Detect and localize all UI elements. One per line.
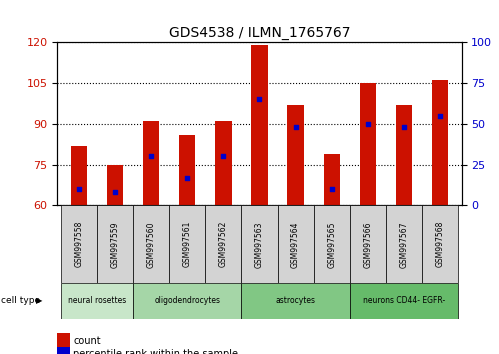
Bar [360, 83, 376, 205]
Text: GSM997560: GSM997560 [147, 221, 156, 268]
Text: GSM997561: GSM997561 [183, 221, 192, 268]
Text: GSM997565: GSM997565 [327, 221, 336, 268]
Point [111, 189, 119, 195]
Bar [215, 121, 232, 205]
Text: GSM997566: GSM997566 [363, 221, 372, 268]
Bar [179, 135, 196, 205]
Point [75, 186, 83, 192]
Point [291, 124, 299, 130]
Bar [71, 145, 87, 205]
Text: oligodendrocytes: oligodendrocytes [154, 296, 220, 306]
Bar [133, 283, 242, 319]
Bar [277, 205, 313, 283]
Bar [350, 205, 386, 283]
Bar [242, 205, 277, 283]
Point [220, 154, 228, 159]
Text: GSM997562: GSM997562 [219, 221, 228, 268]
Bar [57, 333, 70, 349]
Bar [107, 165, 123, 205]
Bar [251, 45, 267, 205]
Text: GSM997563: GSM997563 [255, 221, 264, 268]
Bar [422, 205, 458, 283]
Point [400, 124, 408, 130]
Text: GSM997559: GSM997559 [111, 221, 120, 268]
Point [328, 186, 336, 192]
Text: ▶: ▶ [36, 296, 42, 306]
Bar [287, 105, 304, 205]
Text: GSM997558: GSM997558 [74, 221, 83, 268]
Point [436, 113, 444, 119]
Bar [133, 205, 169, 283]
Text: percentile rank within the sample: percentile rank within the sample [73, 349, 239, 354]
Bar [61, 283, 133, 319]
Bar [61, 205, 97, 283]
Bar [242, 283, 350, 319]
Point [255, 97, 263, 102]
Point [147, 154, 155, 159]
Point [364, 121, 372, 127]
Bar [169, 205, 206, 283]
Text: GSM997568: GSM997568 [436, 221, 445, 268]
Bar [97, 205, 133, 283]
Bar [396, 105, 412, 205]
Bar [432, 80, 448, 205]
Bar [206, 205, 242, 283]
Text: neural rosettes: neural rosettes [68, 296, 126, 306]
Text: count: count [73, 336, 101, 346]
Bar [313, 205, 350, 283]
Bar [386, 205, 422, 283]
Text: neurons CD44- EGFR-: neurons CD44- EGFR- [363, 296, 445, 306]
Text: GSM997564: GSM997564 [291, 221, 300, 268]
Text: astrocytes: astrocytes [275, 296, 315, 306]
Title: GDS4538 / ILMN_1765767: GDS4538 / ILMN_1765767 [169, 26, 350, 40]
Point [183, 175, 191, 181]
Text: cell type: cell type [1, 296, 40, 306]
Text: GSM997567: GSM997567 [399, 221, 408, 268]
Bar [323, 154, 340, 205]
Bar [350, 283, 458, 319]
Bar [57, 347, 70, 354]
Bar [143, 121, 159, 205]
